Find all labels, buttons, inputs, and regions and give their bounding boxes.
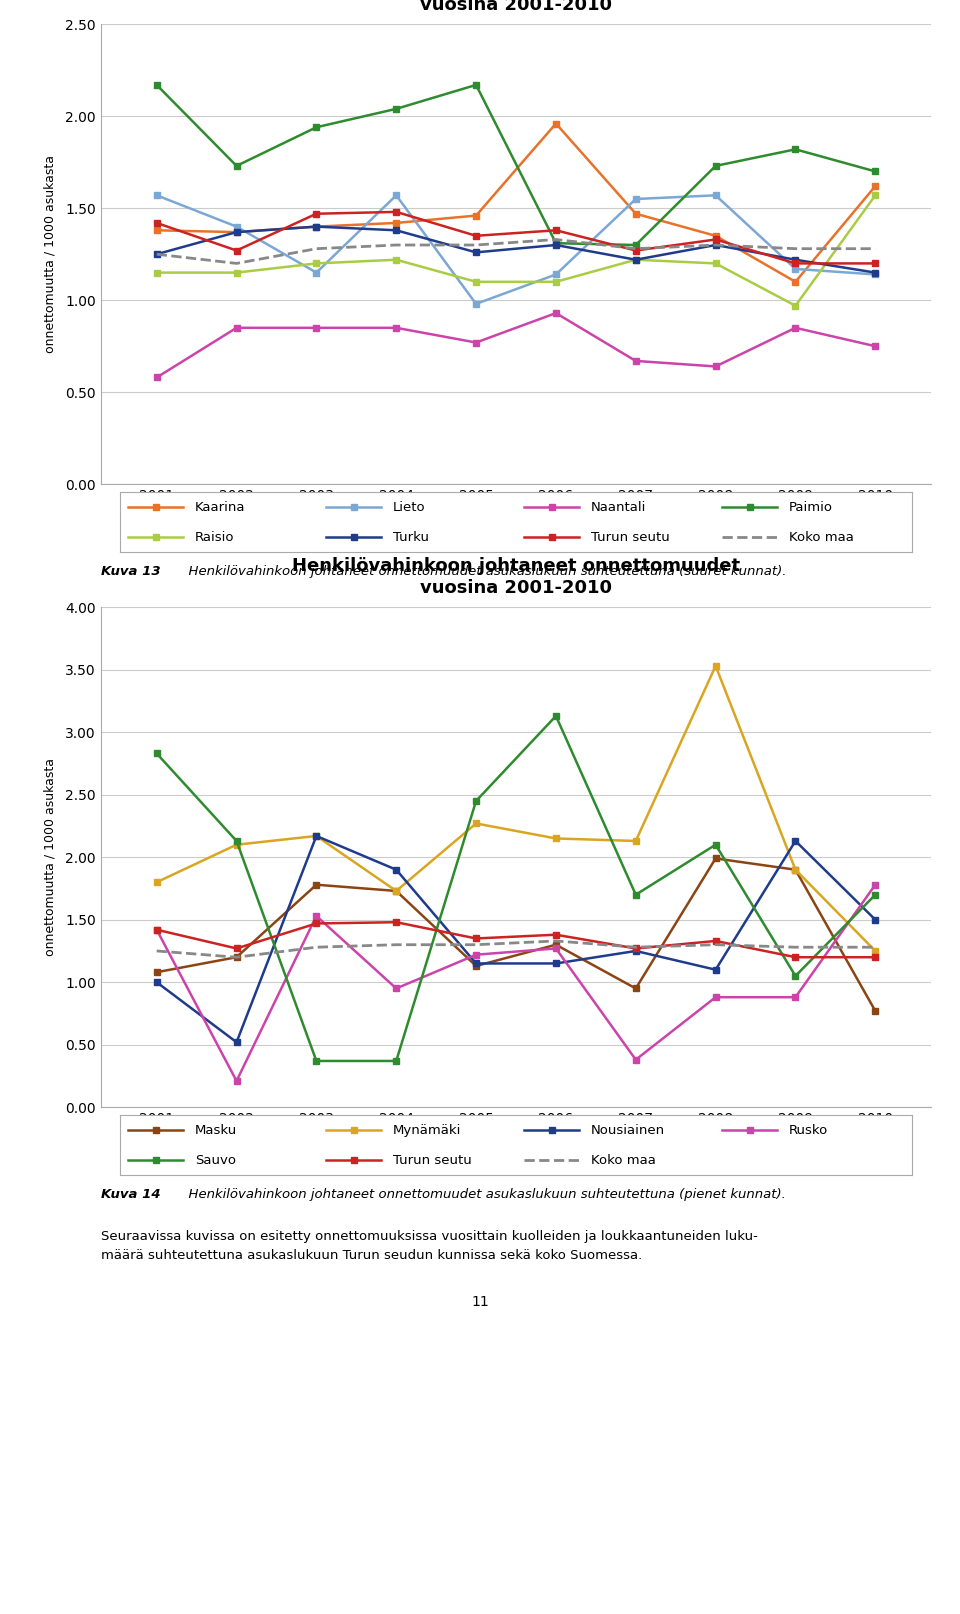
Text: Naantali: Naantali [591,500,647,513]
Text: 11: 11 [471,1296,489,1309]
Text: Henkilövahinkoon johtaneet onnettomuudet asukaslukuun suhteutettuna (suuret kunn: Henkilövahinkoon johtaneet onnettomuudet… [163,565,786,578]
Title: Henkilövahinkoon johtaneet onnettomuudet
vuosina 2001-2010: Henkilövahinkoon johtaneet onnettomuudet… [292,0,740,15]
Text: Mynämäki: Mynämäki [394,1123,462,1136]
Text: Koko maa: Koko maa [591,1154,656,1167]
Text: Turun seutu: Turun seutu [394,1154,472,1167]
Text: Kuva 14: Kuva 14 [101,1188,160,1201]
Y-axis label: onnettomuutta / 1000 asukasta: onnettomuutta / 1000 asukasta [44,155,57,353]
Text: Lieto: Lieto [394,500,426,513]
Title: Henkilövahinkoon johtaneet onnettomuudet
vuosina 2001-2010: Henkilövahinkoon johtaneet onnettomuudet… [292,557,740,597]
Text: Koko maa: Koko maa [789,531,854,544]
Text: Turku: Turku [394,531,429,544]
Text: Kuva 13: Kuva 13 [101,565,160,578]
Y-axis label: onnettomuutta / 1000 asukasta: onnettomuutta / 1000 asukasta [44,759,57,955]
Text: Raisio: Raisio [195,531,235,544]
Text: Kaarina: Kaarina [195,500,246,513]
Text: Turun seutu: Turun seutu [591,531,670,544]
Text: Sauvo: Sauvo [195,1154,236,1167]
Text: Seuraavissa kuvissa on esitetty onnettomuuksissa vuosittain kuolleiden ja loukka: Seuraavissa kuvissa on esitetty onnettom… [101,1230,757,1262]
Text: Henkilövahinkoon johtaneet onnettomuudet asukaslukuun suhteutettuna (pienet kunn: Henkilövahinkoon johtaneet onnettomuudet… [163,1188,786,1201]
Text: Paimio: Paimio [789,500,833,513]
Text: Rusko: Rusko [789,1123,828,1136]
Text: Masku: Masku [195,1123,237,1136]
Text: Nousiainen: Nousiainen [591,1123,665,1136]
